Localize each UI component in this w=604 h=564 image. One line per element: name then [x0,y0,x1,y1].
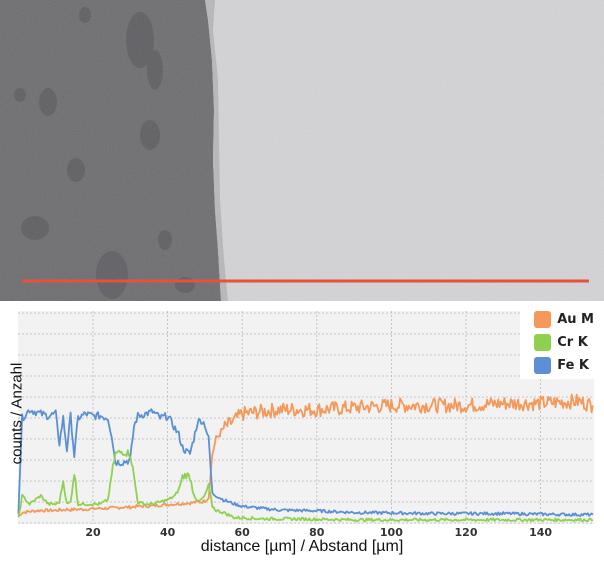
series-line-cr-k [17,449,594,523]
x-tick-label: 60 [235,526,251,539]
x-tick-label: 140 [529,526,552,539]
au-swatch-icon [534,311,552,328]
plot-area [18,311,594,524]
chart-legend: Au M Cr K Fe K [520,306,600,379]
micrograph-graphic [0,0,604,301]
line-scan-chart: 20 40 60 80 100 120 140 [0,301,604,559]
sem-micrograph [0,0,604,301]
legend-item-cr: Cr K [534,331,594,354]
x-tick-label: 120 [455,526,478,539]
data-series [17,393,594,523]
x-axis-ticks: 20 40 60 80 100 120 140 [85,526,552,539]
legend-label: Au M [557,312,594,327]
series-line-fe-k [17,408,594,517]
x-axis-label: distance [µm] / Abstand [µm] [200,538,404,555]
x-tick-label: 100 [380,526,403,539]
legend-label: Fe K [557,358,589,373]
gridlines [18,311,594,524]
legend-item-au: Au M [534,308,594,331]
legend-label: Cr K [557,335,588,350]
series-line-au-m [17,393,594,518]
y-axis-label: counts / Anzahl [8,362,26,465]
cr-swatch-icon [534,334,552,351]
x-tick-label: 40 [160,526,176,539]
fe-swatch-icon [534,357,552,374]
x-tick-label: 80 [309,526,325,539]
legend-item-fe: Fe K [534,354,594,377]
chart-plot: 20 40 60 80 100 120 140 [17,311,594,539]
x-tick-label: 20 [85,526,101,539]
